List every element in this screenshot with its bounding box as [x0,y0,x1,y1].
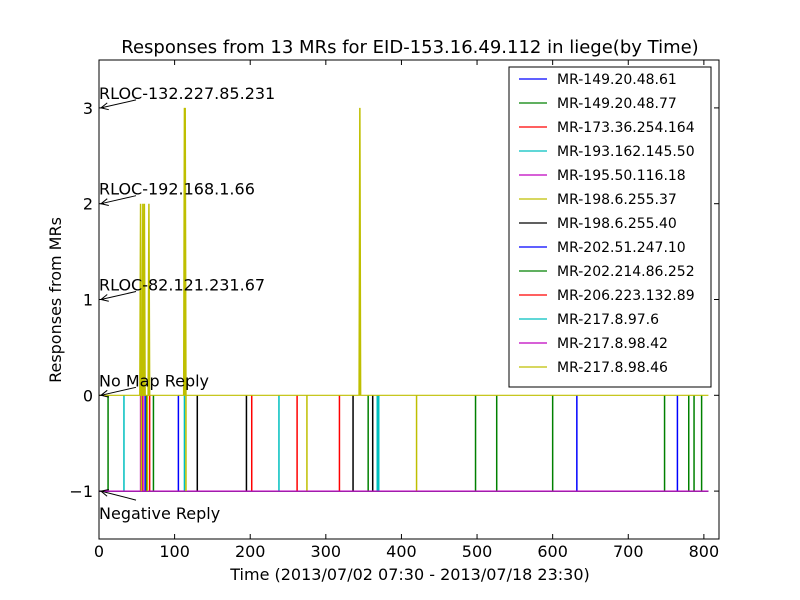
series-peak [183,107,187,396]
x-tick-label: 800 [689,542,720,561]
series-peak [147,203,151,396]
annotation-label: No Map Reply [99,371,209,390]
legend-entry: MR-173.36.254.164 [557,120,695,136]
x-tick-label: 300 [311,542,342,561]
y-tick-label: −1 [69,482,93,501]
series-peak [142,203,146,396]
series-peak [139,203,143,396]
legend-entry: MR-198.6.255.37 [557,192,677,208]
legend: MR-149.20.48.61 MR-149.20.48.77 MR-173.36.… [508,66,712,388]
annotation-arrow [100,195,137,205]
series-12 [99,107,709,492]
legend-entry: MR-217.8.98.46 [557,360,668,376]
annotation-label: RLOC-132.227.85.231 [99,84,275,103]
series-peak [358,107,362,396]
annotation-label: Negative Reply [99,504,220,523]
series-11 [99,395,709,492]
annotation-arrowhead [99,294,109,302]
x-tick-label: 200 [235,542,266,561]
legend-box [508,66,712,388]
legend-entry: MR-149.20.48.61 [557,72,677,88]
annotation-arrow [100,291,137,300]
annotation-arrowhead [99,102,109,111]
annotation-layer: RLOC-132.227.85.231 RLOC-192.168.1.66 RLOC… [99,84,275,523]
y-tick-label: 0 [83,386,93,405]
y-axis-label: Responses from MRs [46,217,65,383]
x-tick-label: 700 [613,542,644,561]
y-tick-label: 1 [83,291,93,310]
annotation-arrow [100,386,137,396]
annotation-arrowhead [99,198,109,206]
y-tick-label: 2 [83,195,93,214]
legend-entry: MR-202.214.86.252 [557,264,695,280]
legend-entry: MR-149.20.48.77 [557,96,677,112]
y-tick-label: 3 [83,99,93,118]
annotation-label: RLOC-82.121.231.67 [99,276,265,295]
annotation-arrowhead [99,389,109,398]
series-layer [99,107,709,492]
annotation-arrow [100,99,137,109]
legend-entry: MR-202.51.247.10 [557,240,686,256]
x-tick-label: 0 [94,542,104,561]
x-axis-label: Time (2013/07/02 07:30 - 2013/07/18 23:3… [229,565,590,584]
legend-entry: MR-206.223.132.89 [557,288,695,304]
chart-title: Responses from 13 MRs for EID-153.16.49.… [121,37,698,58]
legend-entry: MR-195.50.116.18 [557,168,686,184]
legend-entry: MR-198.6.255.40 [557,216,677,232]
x-tick-label: 600 [537,542,568,561]
x-tick-label: 400 [386,542,417,561]
annotation-label: RLOC-192.168.1.66 [99,180,255,199]
x-tick-label: 100 [159,542,190,561]
legend-entry: MR-217.8.97.6 [557,312,659,328]
annotation-arrowhead [99,489,109,497]
legend-entry: MR-217.8.98.42 [557,336,668,352]
x-tick-label: 500 [462,542,493,561]
ticks-layer: 0 100 200 300 400 500 600 700 800 −1 0 1 2 3 [69,60,719,561]
annotation-arrow [100,490,137,501]
legend-entry: MR-193.162.145.50 [557,144,695,160]
